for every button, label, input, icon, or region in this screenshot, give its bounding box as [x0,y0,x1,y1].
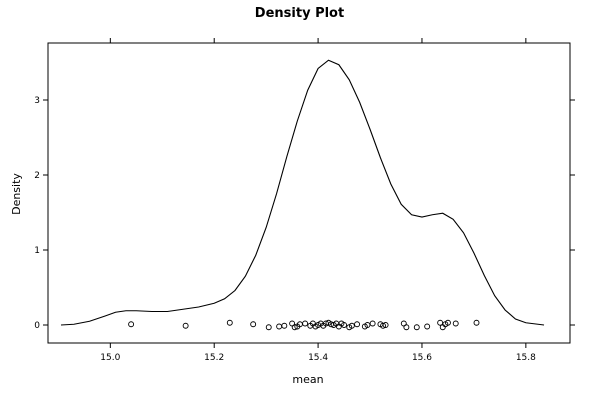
data-point [403,324,410,331]
data-point [128,321,135,328]
x-tick-label: 15.6 [412,353,432,363]
series-layer [60,59,545,331]
x-tick-label: 15.2 [204,353,224,363]
data-point [424,323,431,330]
data-point [291,324,298,331]
data-point [413,324,420,331]
y-tick-label: 0 [34,321,40,331]
data-point [364,322,371,328]
data-point [281,322,288,329]
data-point [369,320,376,327]
x-axis-label: mean [292,373,323,386]
x-tick-label: 15.4 [308,353,328,363]
y-tick-label: 3 [34,96,40,106]
y-tick-label: 1 [34,246,40,256]
density-curve [60,59,545,326]
plot-frame [47,42,571,344]
y-tick-label: 2 [34,171,40,181]
x-tick-label: 15.8 [516,353,536,363]
data-point [182,322,189,329]
data-point [382,322,389,328]
data-point [473,319,480,326]
chart-title: Density Plot [255,6,344,21]
y-axis-label: Density [10,173,23,215]
data-point [444,319,451,326]
data-point [354,321,360,328]
data-point [437,319,444,326]
data-point [452,320,459,327]
data-point [380,322,386,329]
data-point [276,323,283,330]
data-point [265,324,272,331]
data-point [348,322,355,329]
plot-border [47,42,571,344]
data-point [302,320,309,327]
y-axis: 0 1 2 3 [34,96,575,331]
data-point [226,319,233,326]
x-tick-label: 15.0 [100,353,120,363]
data-point [250,321,257,328]
x-axis: 15.0 15.2 15.4 15.6 15.8 [100,38,536,363]
data-point [341,322,348,328]
